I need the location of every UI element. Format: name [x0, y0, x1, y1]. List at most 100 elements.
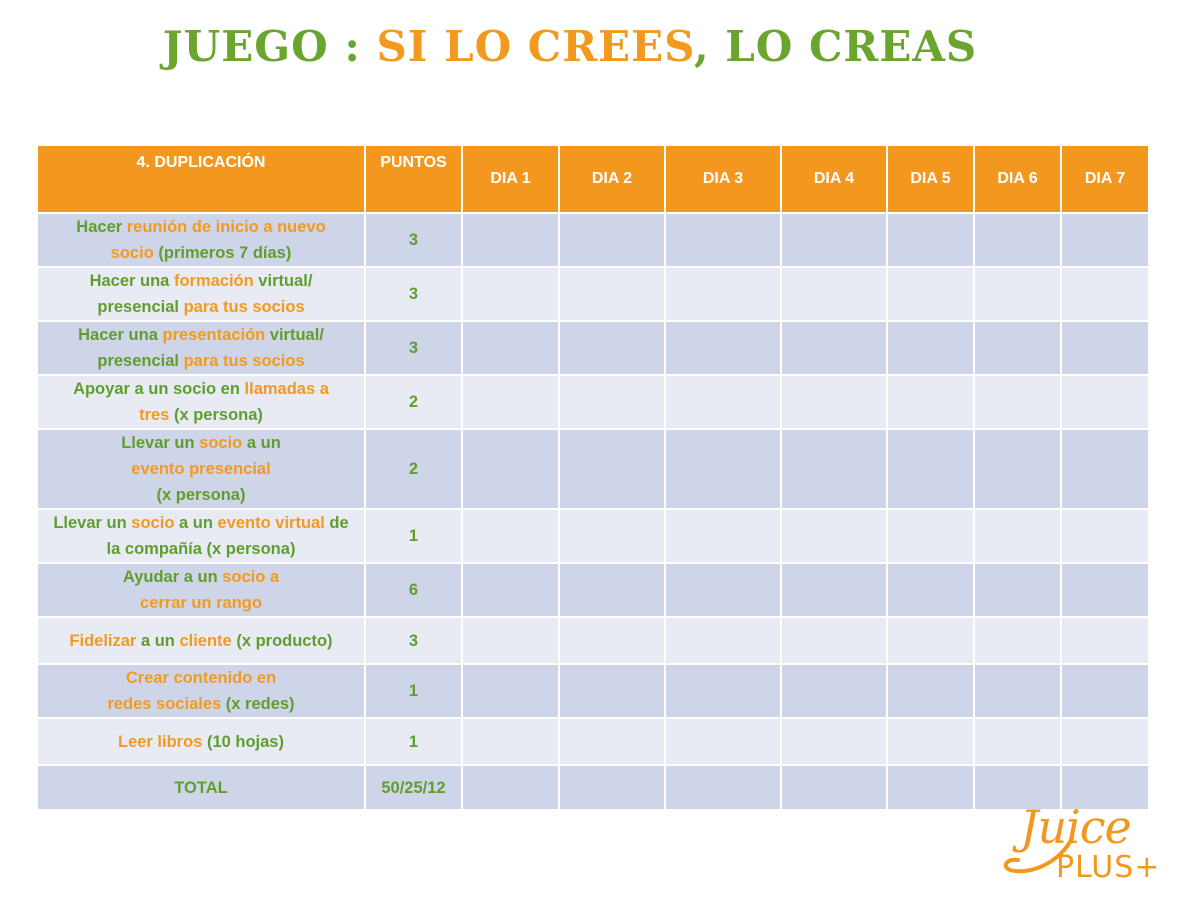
day-cell[interactable] [461, 717, 560, 766]
day-cell[interactable] [973, 717, 1062, 766]
day-cell[interactable] [558, 562, 666, 618]
day-cell[interactable] [664, 508, 782, 564]
day-cell[interactable] [780, 508, 888, 564]
day-cell[interactable] [886, 764, 975, 811]
activity-cell: Fidelizar a un cliente (x producto) [36, 616, 366, 665]
day-cell[interactable] [558, 663, 666, 719]
points-cell: 3 [364, 266, 463, 322]
day-cell[interactable] [461, 616, 560, 665]
day-cell[interactable] [1060, 764, 1150, 811]
scoring-table: 4. DUPLICACIÓN PUNTOS DIA 1 DIA 2 DIA 3 … [36, 144, 1150, 811]
day-cell[interactable] [1060, 320, 1150, 376]
day-cell[interactable] [780, 428, 888, 510]
day-cell[interactable] [780, 616, 888, 665]
day-cell[interactable] [461, 508, 560, 564]
day-cell[interactable] [461, 266, 560, 322]
day-cell[interactable] [1060, 374, 1150, 430]
day-cell[interactable] [886, 663, 975, 719]
day-cell[interactable] [973, 663, 1062, 719]
title-part-1: JUEGO : [162, 22, 377, 71]
day-cell[interactable] [558, 212, 666, 268]
title-part-2: SI LO CREES [376, 22, 694, 71]
day-cell[interactable] [1060, 428, 1150, 510]
day-cell[interactable] [558, 764, 666, 811]
page-title: JUEGO : SI LO CREES, LO CREAS [0, 22, 1140, 71]
day-cell[interactable] [886, 616, 975, 665]
day-cell[interactable] [973, 508, 1062, 564]
day-cell[interactable] [461, 764, 560, 811]
day-cell[interactable] [664, 562, 782, 618]
day-cell[interactable] [461, 428, 560, 510]
day-cell[interactable] [973, 428, 1062, 510]
day-cell[interactable] [886, 717, 975, 766]
logo-juice-text: Juice [1020, 800, 1132, 854]
points-cell: 1 [364, 663, 463, 719]
day-cell[interactable] [973, 374, 1062, 430]
day-cell[interactable] [461, 212, 560, 268]
total-points: 50/25/12 [364, 764, 463, 811]
day-cell[interactable] [1060, 616, 1150, 665]
activity-cell: Llevar un socio a un evento presencial (x … [36, 428, 366, 510]
day-cell[interactable] [558, 428, 666, 510]
day-cell[interactable] [1060, 212, 1150, 268]
day-cell[interactable] [664, 717, 782, 766]
day-cell[interactable] [1060, 266, 1150, 322]
day-cell[interactable] [886, 266, 975, 322]
day-cell[interactable] [886, 212, 975, 268]
day-cell[interactable] [664, 428, 782, 510]
day-cell[interactable] [780, 320, 888, 376]
day-cell[interactable] [664, 616, 782, 665]
total-label: TOTAL [36, 764, 366, 811]
day-cell[interactable] [973, 562, 1062, 618]
table-row: Ayudar a un socio a cerrar un rango 6 [36, 562, 1150, 618]
day-cell[interactable] [558, 266, 666, 322]
day-cell[interactable] [886, 428, 975, 510]
header-row: 4. DUPLICACIÓN PUNTOS DIA 1 DIA 2 DIA 3 … [36, 144, 1150, 214]
table-row: Hacer reunión de inicio a nuevo socio (pr… [36, 212, 1150, 268]
day-cell[interactable] [1060, 717, 1150, 766]
day-cell[interactable] [664, 320, 782, 376]
day-cell[interactable] [664, 266, 782, 322]
day-cell[interactable] [886, 562, 975, 618]
day-cell[interactable] [1060, 663, 1150, 719]
day-cell[interactable] [664, 374, 782, 430]
day-cell[interactable] [780, 717, 888, 766]
day-cell[interactable] [664, 764, 782, 811]
day-cell[interactable] [973, 764, 1062, 811]
day-cell[interactable] [558, 616, 666, 665]
points-cell: 1 [364, 717, 463, 766]
day-cell[interactable] [558, 508, 666, 564]
day-cell[interactable] [558, 320, 666, 376]
points-cell: 1 [364, 508, 463, 564]
day-cell[interactable] [664, 663, 782, 719]
day-cell[interactable] [973, 266, 1062, 322]
day-cell[interactable] [973, 320, 1062, 376]
day-cell[interactable] [780, 266, 888, 322]
day-cell[interactable] [780, 212, 888, 268]
day-cell[interactable] [461, 374, 560, 430]
day-cell[interactable] [664, 212, 782, 268]
day-cell[interactable] [1060, 508, 1150, 564]
logo-plus-text: PLUS+ [1056, 850, 1161, 885]
day-cell[interactable] [1060, 562, 1150, 618]
activity-cell: Ayudar a un socio a cerrar un rango [36, 562, 366, 618]
day-cell[interactable] [461, 663, 560, 719]
day-cell[interactable] [461, 562, 560, 618]
activity-cell: Hacer una formación virtual/presencial p… [36, 266, 366, 322]
day-cell[interactable] [886, 374, 975, 430]
day-cell[interactable] [780, 562, 888, 618]
day-cell[interactable] [780, 663, 888, 719]
day-cell[interactable] [973, 212, 1062, 268]
logo-swirl-icon [1003, 836, 1074, 874]
day-cell[interactable] [780, 764, 888, 811]
points-cell: 6 [364, 562, 463, 618]
day-cell[interactable] [461, 320, 560, 376]
day-cell[interactable] [886, 320, 975, 376]
day-cell[interactable] [780, 374, 888, 430]
day-cell[interactable] [886, 508, 975, 564]
day-cell[interactable] [558, 717, 666, 766]
day-cell[interactable] [558, 374, 666, 430]
day-cell[interactable] [973, 616, 1062, 665]
activity-cell: Hacer una presentación virtual/presencia… [36, 320, 366, 376]
points-cell: 2 [364, 374, 463, 430]
